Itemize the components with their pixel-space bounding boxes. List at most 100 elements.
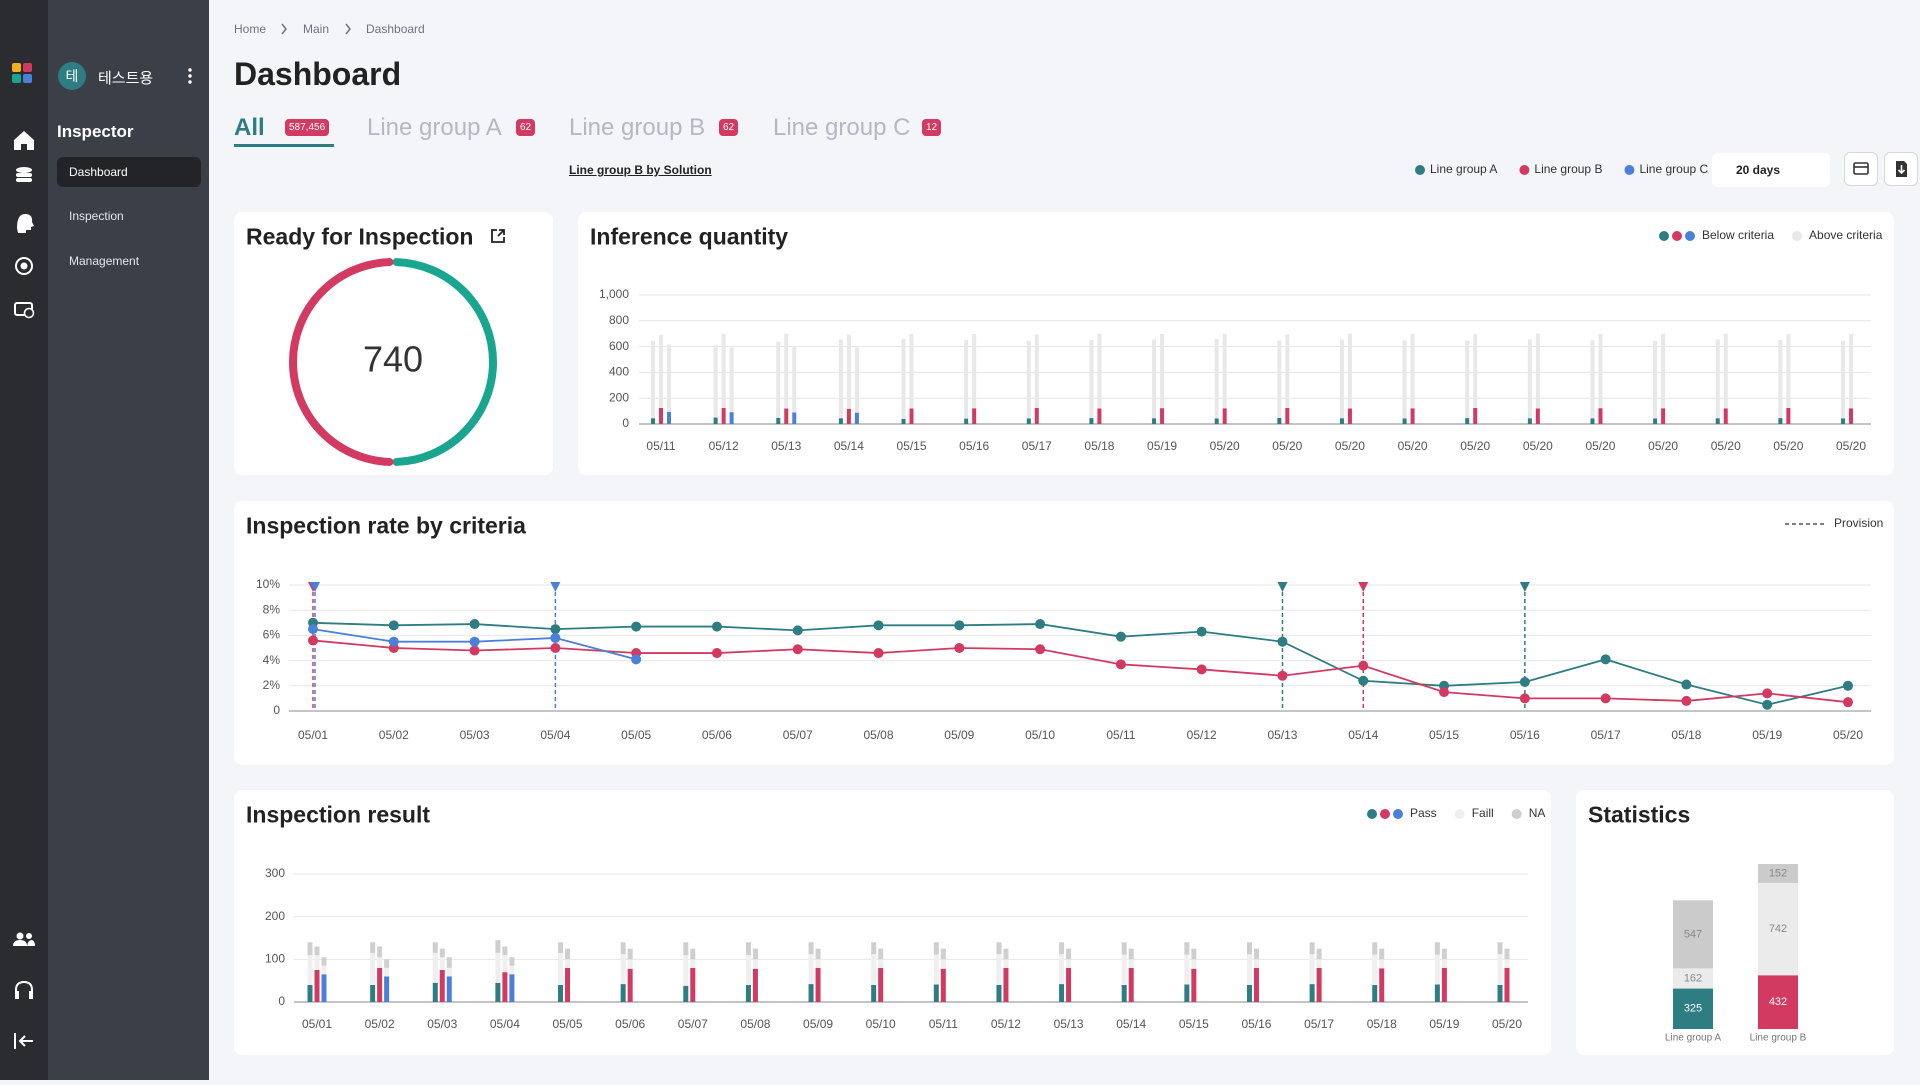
bar-segment	[307, 984, 313, 1002]
x-tick-label: 05/18	[1084, 439, 1114, 453]
line-point	[1519, 677, 1530, 688]
avatar[interactable]: 테	[58, 62, 86, 90]
x-tick-label: 05/03	[427, 1017, 457, 1031]
tab[interactable]: Line group A	[367, 114, 502, 141]
bar-segment	[1527, 418, 1532, 424]
card-title: Inference quantity	[590, 223, 789, 250]
bar-segment	[721, 407, 726, 424]
line-point	[792, 625, 803, 636]
x-tick-label: 05/13	[1267, 728, 1297, 742]
user-name[interactable]: 테스트용	[98, 70, 154, 87]
bar-segment	[1410, 408, 1415, 424]
x-tick-label: 05/11	[1106, 728, 1135, 742]
x-tick-label: 05/20	[1836, 439, 1866, 453]
users-icon[interactable]	[13, 932, 35, 947]
brain-icon[interactable]	[17, 214, 34, 233]
y-tick-label: 400	[609, 365, 629, 379]
x-tick-label: 05/02	[379, 728, 409, 742]
bar-segment	[940, 968, 946, 1002]
menu-item[interactable]: Dashboard	[57, 157, 201, 187]
x-tick-label: 05/06	[615, 1017, 645, 1031]
legend-dot	[1659, 231, 1669, 241]
collapse-icon[interactable]	[14, 1033, 33, 1049]
bar-segment	[1379, 959, 1385, 969]
bar-segment	[1152, 418, 1157, 424]
bar-segment	[1277, 417, 1282, 424]
bar-segment	[1066, 959, 1072, 968]
bar-segment	[1214, 339, 1219, 419]
bar-segment	[565, 948, 571, 960]
bar-segment	[1253, 948, 1259, 960]
bar-segment	[509, 974, 515, 1002]
tab[interactable]: Line group C	[773, 114, 911, 141]
download-button[interactable]	[1884, 152, 1918, 186]
bar-segment	[659, 334, 663, 408]
bar-segment	[808, 984, 814, 1002]
line-point	[1358, 675, 1369, 686]
bar-segment	[1184, 954, 1190, 985]
legend-dot	[1393, 809, 1403, 819]
icon-rail	[0, 0, 48, 1080]
target-icon[interactable]	[15, 257, 33, 275]
tab[interactable]: All	[234, 114, 265, 141]
tab-badge: 62	[719, 119, 739, 136]
tab[interactable]: Line group B	[569, 114, 706, 141]
x-tick-label: 05/20	[1773, 439, 1803, 453]
bar-segment	[1402, 418, 1407, 424]
database-icon[interactable]	[16, 167, 32, 182]
y-tick-label: 100	[265, 952, 285, 966]
home-icon[interactable]	[14, 131, 34, 150]
line-point	[954, 643, 965, 653]
bar-segment	[432, 942, 438, 953]
bar-segment	[321, 957, 327, 966]
x-tick-label: 05/16	[959, 439, 989, 453]
bar-segment	[964, 339, 969, 419]
stack-segment	[1673, 988, 1713, 1029]
x-tick-label: 05/19	[1429, 1017, 1459, 1031]
bar-segment	[620, 984, 626, 1002]
solution-link[interactable]: Line group B by Solution	[569, 163, 712, 177]
bar-segment	[502, 955, 508, 973]
x-tick-label: 05/19	[1147, 439, 1177, 453]
bar-segment	[446, 976, 452, 1002]
line-point	[1843, 697, 1853, 708]
x-tick-label: 05/20	[1398, 439, 1428, 453]
x-tick-label: 05/05	[621, 728, 651, 742]
line-point	[873, 620, 884, 631]
card	[578, 212, 1894, 475]
layout-button[interactable]	[1844, 152, 1878, 186]
menu-item[interactable]: Inspection	[69, 209, 124, 223]
segment-label: 152	[1769, 867, 1787, 879]
bar-segment	[838, 339, 843, 419]
bar-segment	[729, 347, 734, 413]
bar-segment	[1723, 333, 1728, 409]
bar-segment	[307, 942, 313, 956]
bar-segment	[1441, 967, 1447, 1002]
x-tick-label: 05/08	[740, 1017, 770, 1031]
line-point	[1196, 664, 1207, 675]
support-icon[interactable]	[15, 980, 33, 999]
menu-item[interactable]: Management	[69, 254, 140, 268]
breadcrumb-item[interactable]: Home	[234, 22, 267, 36]
bar-segment	[667, 344, 671, 412]
x-tick-label: 05/20	[1460, 439, 1490, 453]
external-link-icon[interactable]	[489, 227, 507, 245]
monitor-icon[interactable]	[14, 302, 35, 319]
x-tick-label: 05/17	[1304, 1017, 1334, 1031]
kebab-menu[interactable]	[186, 66, 194, 86]
legend-label: Above criteria	[1809, 228, 1883, 242]
bar-segment	[1372, 942, 1378, 955]
bar-segment	[1715, 339, 1720, 419]
bar-segment	[495, 952, 501, 983]
card-title: Statistics	[1588, 801, 1691, 828]
bar-segment	[565, 967, 571, 1002]
bar-segment	[745, 942, 751, 956]
bar-segment	[933, 954, 939, 985]
bar-segment	[854, 347, 859, 413]
tab-badge: 587,456	[285, 119, 330, 136]
breadcrumb-item[interactable]: Main	[303, 22, 330, 36]
period-select[interactable]: 20 days	[1712, 153, 1830, 187]
bar-segment	[1465, 340, 1470, 419]
line-point	[1277, 670, 1288, 681]
x-tick-label: 05/08	[864, 728, 894, 742]
